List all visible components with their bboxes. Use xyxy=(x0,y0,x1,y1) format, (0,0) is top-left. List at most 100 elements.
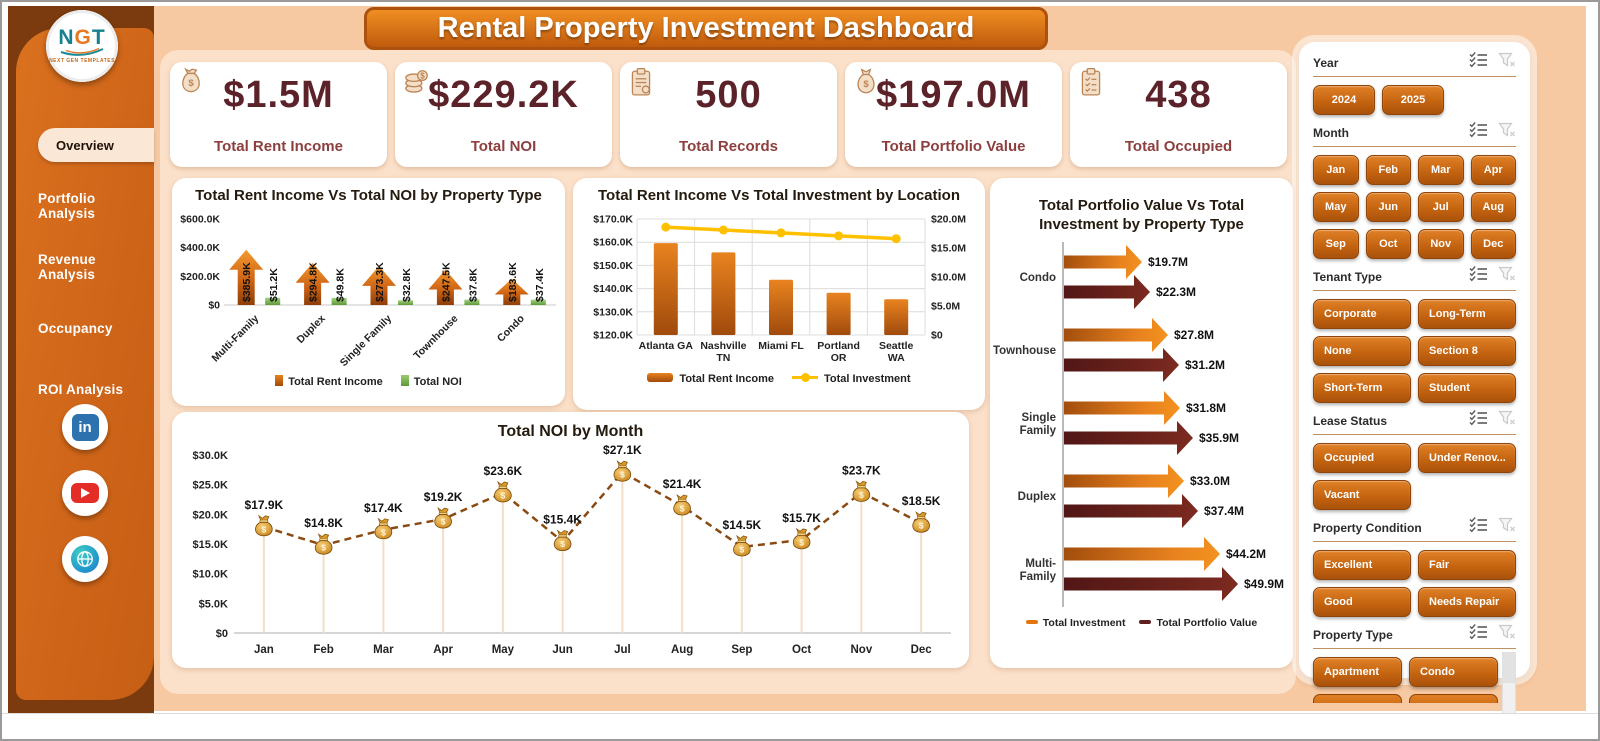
rent-income-swatch xyxy=(647,373,674,382)
clear-filter-icon[interactable] xyxy=(1498,410,1516,431)
slicer-option-property-condition-good[interactable]: Good xyxy=(1313,587,1411,617)
value-label: $37.4M xyxy=(1204,504,1245,518)
slicer-option-property-condition-needs-repair[interactable]: Needs Repair xyxy=(1418,587,1516,617)
slicer-options: Jan Feb Mar Apr May Jun Jul Aug Sep Oct Nov Dec xyxy=(1313,155,1516,259)
slicer-option-lease-status-occupied[interactable]: Occupied xyxy=(1313,443,1411,473)
slicer-option-month-jan[interactable]: Jan xyxy=(1313,155,1359,185)
slicer-option-year-2024[interactable]: 2024 xyxy=(1313,85,1375,115)
slicer-option-month-oct[interactable]: Oct xyxy=(1365,229,1411,259)
slicer-option-tenant-type-section-8[interactable]: Section 8 xyxy=(1418,336,1516,366)
bar-group-multi-family: $385.9K $51.2K xyxy=(229,249,281,305)
slicer-option-property-condition-excellent[interactable]: Excellent xyxy=(1313,550,1411,580)
slicer-option-tenant-type-long-term[interactable]: Long-Term xyxy=(1418,299,1516,329)
arrow-line: $22.3M xyxy=(1064,274,1285,310)
slicer-option-month-dec[interactable]: Dec xyxy=(1470,229,1516,259)
rent-bar-atlanta-ga xyxy=(653,243,678,335)
slicer-option-lease-status-vacant[interactable]: Vacant xyxy=(1313,480,1411,510)
svg-text:$0: $0 xyxy=(931,330,943,342)
bar-group-townhouse: $247.5K $37.8K xyxy=(428,262,480,305)
svg-text:Townhouse: Townhouse xyxy=(411,313,460,362)
slicer-option-month-mar[interactable]: Mar xyxy=(1418,155,1464,185)
svg-text:$51.2K: $51.2K xyxy=(268,268,280,302)
youtube-button[interactable] xyxy=(62,470,108,516)
scrollbar-thumb[interactable] xyxy=(1503,653,1515,683)
svg-text:$30.0K: $30.0K xyxy=(192,450,228,462)
svg-text:Portland: Portland xyxy=(817,340,860,352)
value-label: $31.2M xyxy=(1185,358,1226,372)
svg-text:$14.5K: $14.5K xyxy=(722,518,761,532)
slicer-option-month-apr[interactable]: Apr xyxy=(1470,155,1516,185)
multi-select-icon[interactable] xyxy=(1469,52,1488,73)
multi-select-icon[interactable] xyxy=(1469,122,1488,143)
svg-text:WA: WA xyxy=(888,352,905,364)
clear-filter-icon[interactable] xyxy=(1498,122,1516,143)
svg-text:$37.4K: $37.4K xyxy=(534,268,546,302)
slicer-option-month-jul[interactable]: Jul xyxy=(1418,192,1464,222)
slicer-options: Excellent Fair Good Needs Repair xyxy=(1313,550,1516,617)
svg-text:Seattle: Seattle xyxy=(879,340,914,352)
slicer-option-month-nov[interactable]: Nov xyxy=(1418,229,1464,259)
money-bag-icon: $ xyxy=(178,67,204,102)
svg-text:$: $ xyxy=(261,524,266,534)
rent-arrow-condo xyxy=(494,278,529,305)
slicer-option-month-jun[interactable]: Jun xyxy=(1365,192,1411,222)
money-bag-marker-may: $ xyxy=(493,480,512,503)
sidebar-item-overview[interactable]: Overview xyxy=(38,128,154,162)
slicer-title: Year xyxy=(1313,55,1339,70)
sidebar-item-portfolio-analysis[interactable]: Portfolio Analysis xyxy=(38,191,96,221)
multi-select-icon[interactable] xyxy=(1469,410,1488,431)
slicer-option-tenant-type-none[interactable]: None xyxy=(1313,336,1411,366)
slicer-option-month-may[interactable]: May xyxy=(1313,192,1359,222)
kpi-card-total-portfolio-value: $ $197.0M Total Portfolio Value xyxy=(845,62,1062,167)
slicer-option-property-type-apartment[interactable]: Apartment xyxy=(1313,657,1402,687)
multi-select-icon[interactable] xyxy=(1469,624,1488,645)
svg-text:$: $ xyxy=(560,539,565,549)
svg-text:Jan: Jan xyxy=(253,644,273,656)
legend-item: Total NOI xyxy=(400,375,462,388)
svg-text:$247.5K: $247.5K xyxy=(440,262,452,302)
slicer-option-lease-status-under-renov[interactable]: Under Renov... xyxy=(1418,443,1516,473)
slicer-title: Property Condition xyxy=(1313,520,1422,535)
legend-item: Total Investment xyxy=(791,373,911,385)
multi-select-icon[interactable] xyxy=(1469,266,1488,287)
money-bag-marker-sep: $ xyxy=(732,534,751,557)
rent-arrow-single-family xyxy=(362,265,396,305)
svg-text:$23.7K: $23.7K xyxy=(842,463,881,477)
svg-text:$20.0M: $20.0M xyxy=(931,214,966,226)
rent-arrow-duplex xyxy=(295,262,330,305)
slicer-option-property-type-condo[interactable]: Condo xyxy=(1409,657,1498,687)
svg-text:$: $ xyxy=(799,537,804,547)
sidebar-item-occupancy[interactable]: Occupancy xyxy=(38,320,113,336)
slicer-section-month: Month Jan Feb Mar Apr May Jun Jul Aug Sep Oct Nov De… xyxy=(1313,122,1516,259)
portfolio-swatch xyxy=(1139,620,1152,624)
clear-filter-icon[interactable] xyxy=(1498,266,1516,287)
clear-filter-icon[interactable] xyxy=(1498,517,1516,538)
svg-text:Nashville: Nashville xyxy=(700,340,746,352)
slicer-option-tenant-type-student[interactable]: Student xyxy=(1418,373,1516,403)
slicer-option-property-condition-fair[interactable]: Fair xyxy=(1418,550,1516,580)
clear-filter-icon[interactable] xyxy=(1498,52,1516,73)
slicer-option-month-feb[interactable]: Feb xyxy=(1365,155,1411,185)
svg-text:$27.1K: $27.1K xyxy=(603,443,642,457)
clear-filter-icon[interactable] xyxy=(1498,624,1516,645)
slicer-option-tenant-type-corporate[interactable]: Corporate xyxy=(1313,299,1411,329)
multi-select-icon[interactable] xyxy=(1469,517,1488,538)
slicer-option-month-aug[interactable]: Aug xyxy=(1470,192,1516,222)
slicer-option-tenant-type-short-term[interactable]: Short-Term xyxy=(1313,373,1411,403)
rent-bar-portland-or xyxy=(826,292,851,335)
svg-text:$: $ xyxy=(381,527,386,537)
arrow-line: $44.2M xyxy=(1064,536,1285,572)
sidebar-item-revenue-analysis[interactable]: Revenue Analysis xyxy=(38,252,96,282)
slicer-scrollbar[interactable] xyxy=(1502,652,1516,716)
sidebar-item-roi-analysis[interactable]: ROI Analysis xyxy=(38,381,124,397)
arrow-bars: $19.7M $22.3M xyxy=(1062,242,1285,315)
slicer-option-month-sep[interactable]: Sep xyxy=(1313,229,1359,259)
slicer-option-year-2025[interactable]: 2025 xyxy=(1382,85,1444,115)
money-bag-marker-dec: $ xyxy=(911,511,930,533)
website-button[interactable] xyxy=(62,536,108,582)
linkedin-button[interactable]: in xyxy=(62,404,108,450)
sidebar-social: in xyxy=(16,404,154,582)
sidebar: Overview Portfolio Analysis Revenue Analys… xyxy=(16,28,154,700)
investment-swatch xyxy=(791,373,818,382)
